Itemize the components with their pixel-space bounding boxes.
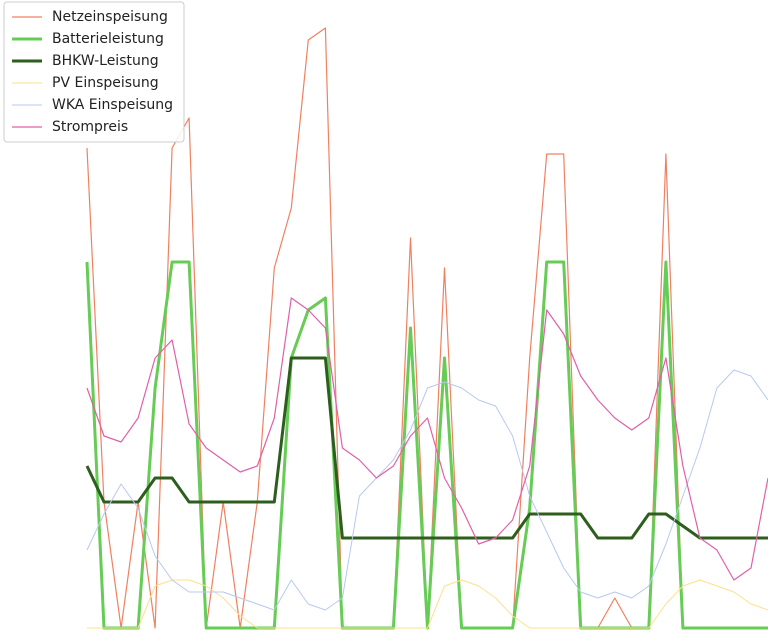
series-line	[86, 297, 768, 581]
legend-label: BHKW-Leistung	[52, 53, 159, 69]
series-line	[85, 260, 768, 630]
series-line	[85, 356, 768, 540]
legend-label: PV Einspeisung	[52, 75, 159, 91]
legend-label: Batterieleistung	[52, 31, 164, 47]
legend-label: WKA Einspeisung	[52, 97, 173, 113]
legend-box	[3, 1, 185, 143]
series-line	[87, 579, 768, 629]
legend-label: Strompreis	[52, 119, 128, 135]
legend-label: Netzeinspeisung	[52, 9, 168, 25]
series-line	[86, 369, 768, 611]
legend: Netzeinspeisung Batterieleistung BHKW-Leis…	[3, 1, 185, 143]
